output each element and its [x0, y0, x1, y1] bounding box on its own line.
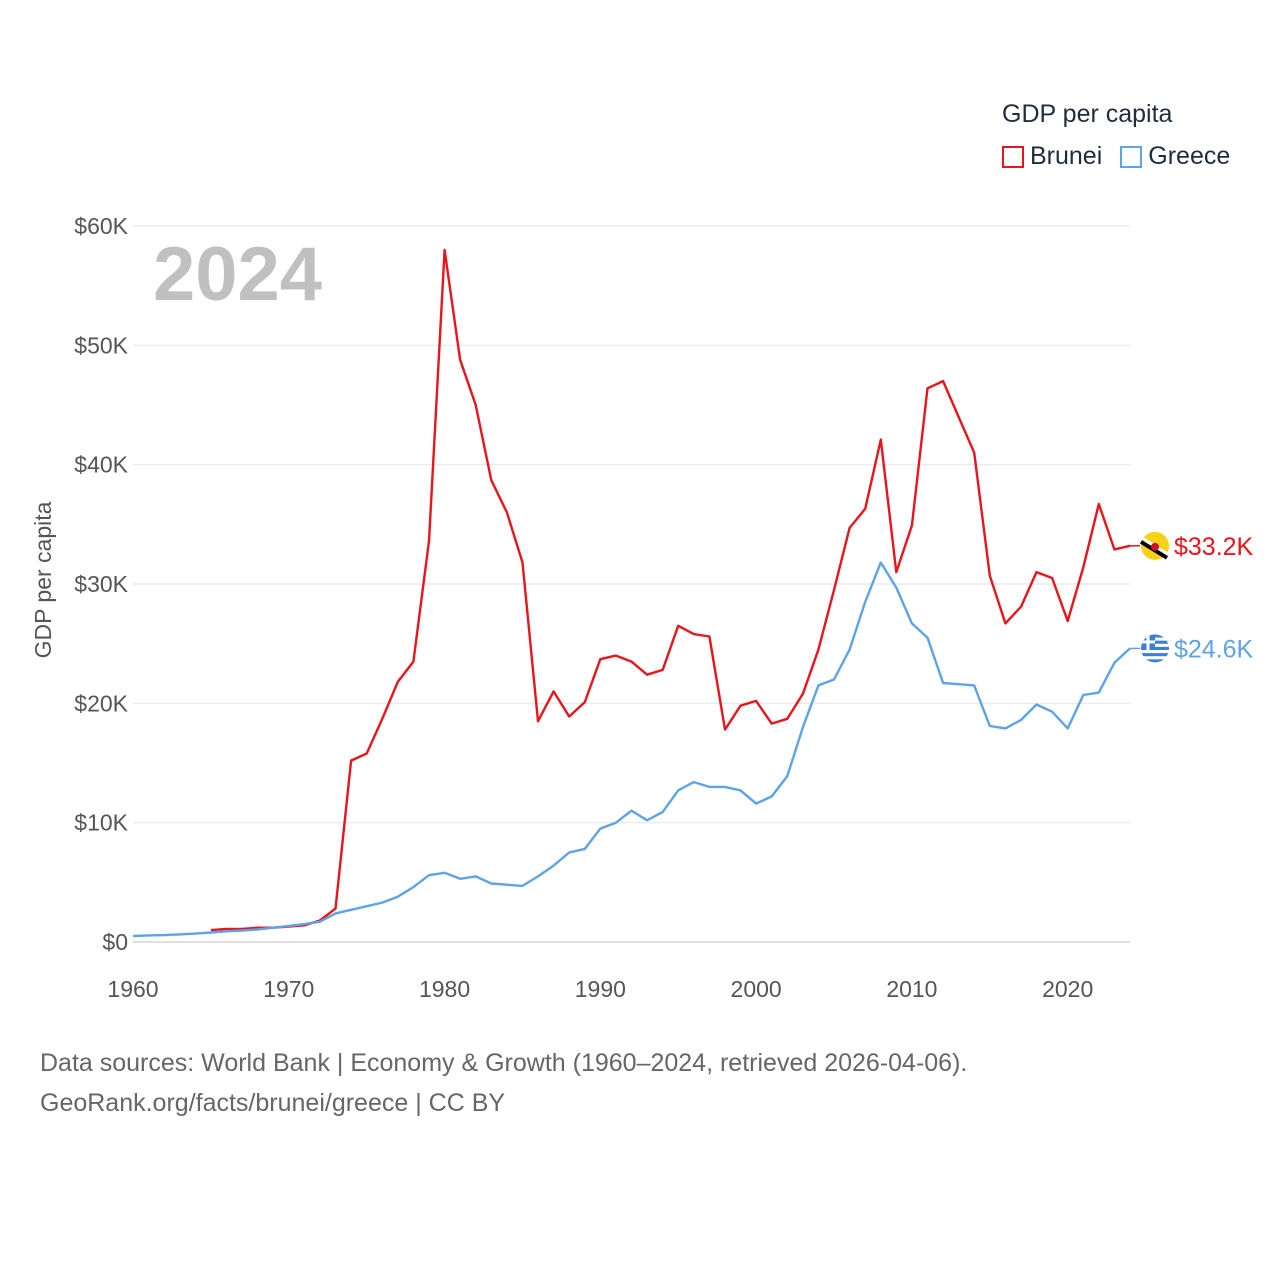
footer-attribution[interactable]: GeoRank.org/facts/brunei/greece | CC BY — [40, 1089, 506, 1117]
x-tick-label: 1980 — [419, 976, 470, 1002]
greece-flag-icon — [1141, 634, 1169, 663]
y-tick-label: $40K — [74, 452, 128, 478]
y-tick-label: $0 — [102, 929, 128, 955]
x-tick-label: 2000 — [731, 976, 782, 1002]
x-tick-label: 1960 — [107, 976, 158, 1002]
y-axis-label: GDP per capita — [30, 501, 56, 658]
x-tick-label: 1970 — [263, 976, 314, 1002]
end-value-label-brunei: $33.2K — [1174, 533, 1254, 561]
legend-item-brunei[interactable]: Brunei — [1002, 142, 1102, 171]
legend-swatch-greece — [1120, 145, 1143, 168]
x-axis-ticks: 1960 1970 1980 1990 2000 2010 2020 — [107, 976, 1093, 1002]
legend-label-brunei: Brunei — [1030, 142, 1103, 170]
end-markers: $33.2K $24.6K — [1130, 531, 1254, 663]
series-line-brunei — [210, 248, 1131, 932]
series-line-greece — [132, 561, 1131, 938]
gridlines — [133, 225, 1130, 943]
x-tick-label: 2020 — [1042, 976, 1093, 1002]
series-layer — [132, 248, 1131, 938]
y-tick-label: $60K — [74, 213, 128, 239]
y-tick-label: $50K — [74, 332, 128, 358]
brunei-flag-icon — [1139, 531, 1169, 560]
y-axis-ticks: $0 $10K $20K $30K $40K $50K $60K — [74, 213, 128, 955]
legend-label-greece: Greece — [1148, 142, 1231, 170]
footer-sources: Data sources: World Bank | Economy & Gro… — [40, 1049, 968, 1077]
y-tick-label: $10K — [74, 810, 128, 836]
y-tick-label: $30K — [74, 571, 128, 597]
x-tick-label: 2010 — [886, 976, 937, 1002]
x-tick-label: 1990 — [575, 976, 626, 1002]
legend-title: GDP per capita — [1002, 100, 1173, 128]
legend: Brunei Greece — [1002, 142, 1248, 171]
end-value-label-greece: $24.6K — [1174, 635, 1254, 663]
y-tick-label: $20K — [74, 690, 128, 716]
chart-year-label: 2024 — [153, 232, 322, 317]
legend-swatch-brunei — [1002, 145, 1024, 168]
footer: Data sources: World Bank | Economy & Gro… — [40, 1043, 967, 1123]
legend-item-greece[interactable]: Greece — [1120, 142, 1230, 171]
